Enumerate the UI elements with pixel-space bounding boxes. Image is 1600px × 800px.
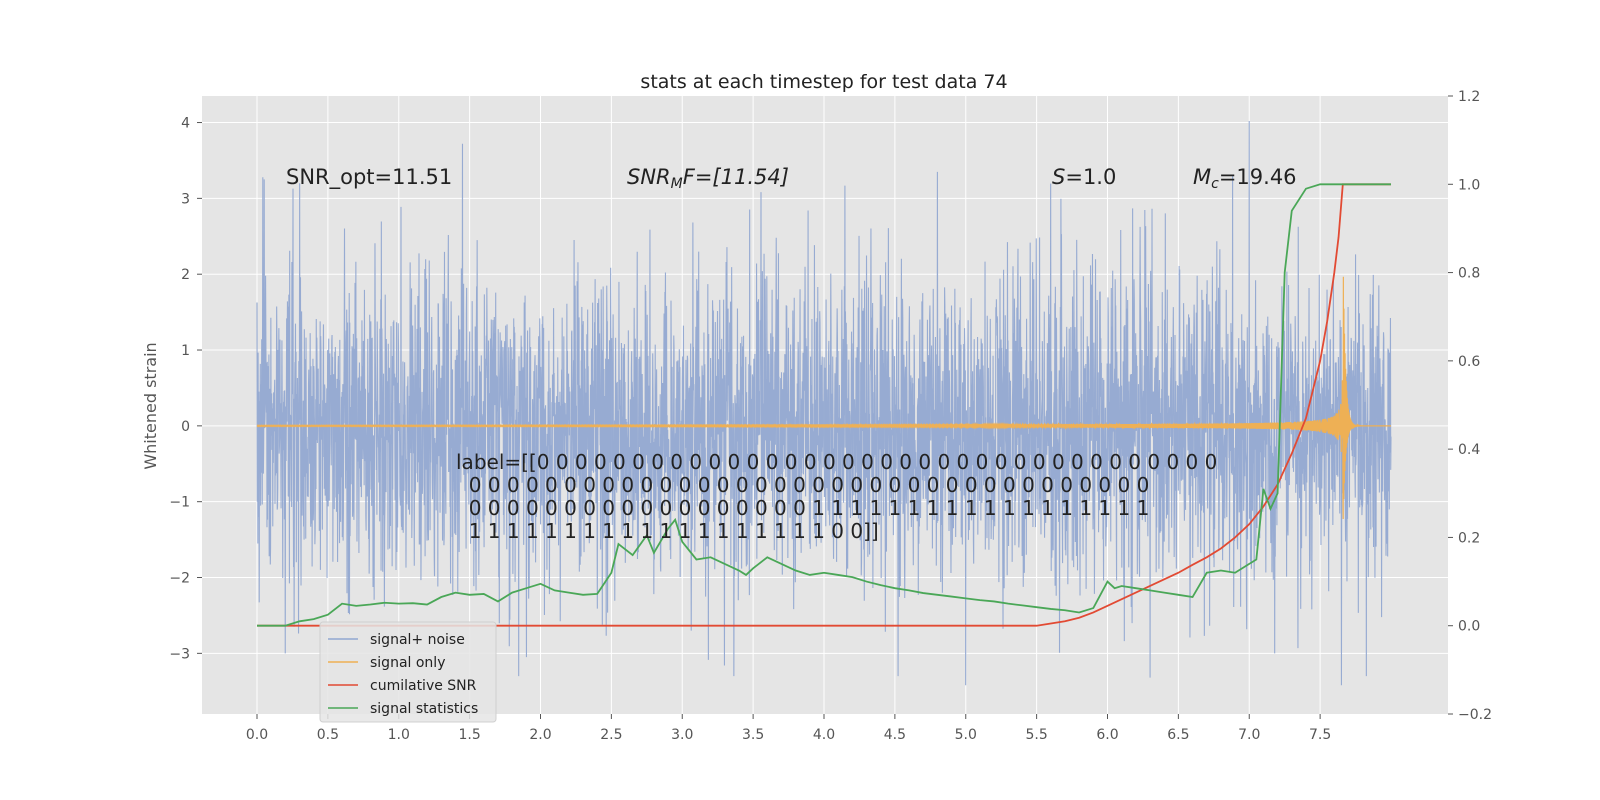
- x-tick-label: 5.5: [1025, 727, 1047, 743]
- annotation-mc: Mc=19.46: [1193, 165, 1297, 192]
- x-tick-label: 1.5: [458, 727, 480, 743]
- annotation-snr-mf: SNRMF=[11.54]: [627, 165, 789, 192]
- snr-mf-main: SNR: [627, 165, 671, 189]
- y-tick-label: −1: [169, 495, 190, 511]
- y-tick-label: 3: [181, 191, 190, 207]
- x-tick-label: 3.5: [742, 727, 764, 743]
- y-tick-label: 2: [181, 267, 190, 283]
- x-tick-label: 3.0: [671, 727, 693, 743]
- signal-statistics-line: [257, 183, 1391, 627]
- annotation-snr-opt: SNR_opt=11.51: [286, 165, 452, 190]
- y2-axis-ticks: 1.2 1.0 0.8 0.6 0.4 0.2 0.0 −0.2: [1448, 89, 1492, 723]
- x-tick-label: 5.0: [955, 727, 977, 743]
- noise-line: [256, 121, 1392, 686]
- y-axis-ticks: 4 3 2 1 0 −1 −2 −3: [169, 116, 202, 662]
- y2-tick-label: 0.0: [1458, 619, 1480, 635]
- mc-var: M: [1193, 165, 1211, 189]
- series-signal-only: [256, 276, 1391, 519]
- x-tick-label: 2.0: [529, 727, 551, 743]
- series-signal-statistics: [257, 183, 1391, 627]
- chirp-line: [256, 276, 1391, 519]
- series-signal-plus-noise: [256, 121, 1392, 686]
- label-line-4: 1 1 1 1 1 1 1 1 1 1 1 1 1 1 1 1 1 1 1 0 …: [456, 519, 879, 543]
- x-tick-label: 6.5: [1167, 727, 1189, 743]
- x-tick-label: 7.0: [1238, 727, 1260, 743]
- legend: signal+ noise signal only cumilative SNR…: [319, 621, 497, 723]
- legend-label-signal-only: signal only: [370, 655, 445, 671]
- y2-tick-label: 0.8: [1458, 266, 1480, 282]
- x-tick-label: 6.0: [1096, 727, 1118, 743]
- annotation-s: S=1.0: [1052, 165, 1116, 189]
- y-tick-label: 4: [181, 116, 190, 132]
- mc-sub: c: [1211, 176, 1219, 192]
- x-axis-ticks: 0.0 0.5 1.0 1.5 2.0 2.5 3.0 3.5 4.0 4.5 5.0 5.5 6.0 6…: [246, 714, 1331, 743]
- y-tick-label: 1: [181, 343, 190, 359]
- label-line-3: 0 0 0 0 0 0 0 0 0 0 0 0 0 0 0 0 0 0 1 1 …: [456, 496, 1149, 520]
- x-tick-label: 0.5: [317, 727, 339, 743]
- snr-mf-rest: F=[11.54]: [683, 165, 789, 189]
- x-tick-label: 4.0: [813, 727, 835, 743]
- y2-tick-label: −0.2: [1458, 707, 1492, 723]
- label-line-2: 0 0 0 0 0 0 0 0 0 0 0 0 0 0 0 0 0 0 0 0 …: [456, 473, 1149, 497]
- y-tick-label: −3: [169, 646, 190, 662]
- legend-box: [319, 621, 497, 723]
- mc-rest: =19.46: [1219, 165, 1297, 189]
- chart-title: stats at each timestep for test data 74: [640, 71, 1007, 93]
- x-tick-label: 7.5: [1309, 727, 1331, 743]
- s-var: S: [1052, 165, 1065, 189]
- label-line-1: label=[[0 0 0 0 0 0 0 0 0 0 0 0 0 0 0 0 …: [456, 450, 1217, 474]
- y-axis-label: Whitened strain: [141, 342, 160, 469]
- y2-tick-label: 0.6: [1458, 354, 1480, 370]
- y2-tick-label: 1.0: [1458, 177, 1480, 193]
- snr-mf-sub: M: [671, 176, 683, 192]
- y-tick-label: 0: [181, 419, 190, 435]
- legend-label-signal-plus-noise: signal+ noise: [370, 632, 465, 648]
- y-tick-label: −2: [169, 571, 190, 587]
- y2-tick-label: 1.2: [1458, 89, 1480, 105]
- label-annotation: label=[[0 0 0 0 0 0 0 0 0 0 0 0 0 0 0 0 …: [456, 450, 1217, 543]
- y2-tick-label: 0.2: [1458, 530, 1480, 546]
- x-tick-label: 2.5: [600, 727, 622, 743]
- s-rest: =1.0: [1065, 165, 1116, 189]
- legend-label-signal-statistics: signal statistics: [370, 701, 478, 717]
- x-tick-label: 1.0: [388, 727, 410, 743]
- y2-tick-label: 0.4: [1458, 442, 1480, 458]
- legend-label-cumilative-snr: cumilative SNR: [370, 678, 477, 694]
- x-tick-label: 0.0: [246, 727, 268, 743]
- x-tick-label: 4.5: [884, 727, 906, 743]
